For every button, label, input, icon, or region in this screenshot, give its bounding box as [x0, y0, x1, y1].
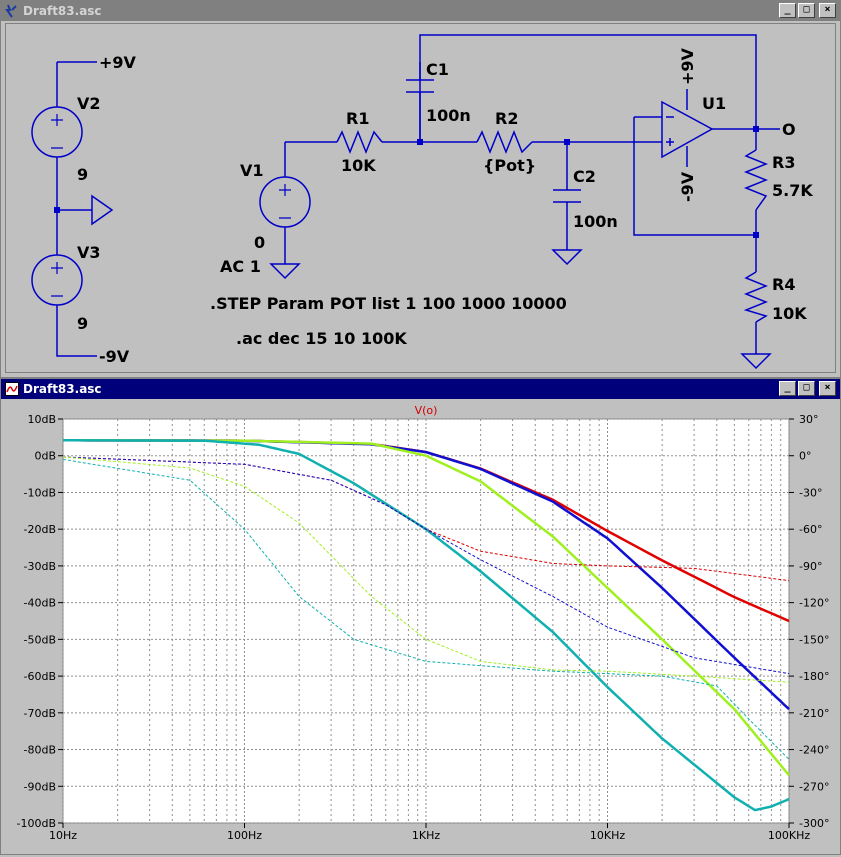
label-u1-pos: +9V [678, 47, 697, 85]
y-tick-label: -80dB [24, 744, 57, 757]
minimize-button[interactable]: _ [779, 381, 796, 396]
plot-pane[interactable]: 10dB 30° 0dB 0° -10dB -30° -20dB -60° -30dB -90° -… [5, 401, 836, 852]
x-tick-label: 100KHz [768, 829, 810, 842]
ac-directive[interactable]: .ac dec 15 10 100K [236, 329, 407, 348]
phase-trace-6 [62, 456, 790, 683]
y2-tick-label: -60° [799, 523, 822, 536]
y2-tick-label: 30° [799, 413, 819, 426]
label-v1-dc: 0 [254, 233, 265, 252]
y2-tick-label: 0° [799, 450, 812, 463]
y2-tick-label: -90° [799, 560, 822, 573]
y2-tick-label: -210° [799, 707, 829, 720]
magnitude-trace-2 [63, 439, 790, 777]
schematic-title: Draft83.asc [23, 4, 102, 18]
schematic-drawing: +9V V2 9 V3 9 -9V V1 0 AC 1 R1 10K C1 10… [31, 34, 813, 370]
label-v3-bot: -9V [99, 347, 130, 366]
label-out: O [782, 120, 796, 139]
close-button[interactable]: × [819, 3, 836, 18]
maximize-button[interactable]: □ [798, 381, 815, 396]
label-r4: R4 [772, 275, 795, 294]
y2-tick-label: -270° [799, 780, 829, 793]
y-tick-label: 10dB [27, 413, 56, 426]
phase-trace-5 [62, 456, 790, 675]
y2-tick-label: -180° [799, 670, 829, 683]
label-v3: V3 [77, 243, 101, 262]
label-v2: V2 [77, 94, 101, 113]
label-r2-val: {Pot} [483, 156, 536, 175]
y-tick-label: -90dB [24, 780, 57, 793]
y-tick-label: -50dB [24, 633, 57, 646]
bode-chart[interactable]: 10dB 30° 0dB 0° -10dB -30° -20dB -60° -30dB -90° -… [5, 401, 838, 853]
label-r3-val: 5.7K [772, 181, 813, 200]
x-tick-label: 1KHz [412, 829, 440, 842]
label-r4-val: 10K [772, 304, 807, 323]
plot-window-buttons: _ □ × [779, 381, 836, 396]
y2-tick-label: -150° [799, 633, 829, 646]
magnitude-trace-3 [63, 439, 790, 812]
schematic-window-buttons: _ □ × [779, 3, 836, 18]
label-u1-neg: -9V [678, 171, 697, 202]
y-tick-label: -40dB [24, 597, 57, 610]
y-tick-label: -30dB [24, 560, 57, 573]
label-c1-val: 100n [426, 106, 471, 125]
maximize-button[interactable]: □ [798, 3, 815, 18]
plot-titlebar[interactable]: Draft83.asc _ □ × [1, 379, 840, 399]
label-v1-ac: AC 1 [220, 257, 261, 276]
schematic-titlebar[interactable]: Draft83.asc _ □ × [1, 1, 840, 21]
label-v2-top: +9V [99, 53, 137, 72]
label-c2: C2 [573, 167, 596, 186]
minimize-button[interactable]: _ [779, 3, 796, 18]
label-r1: R1 [346, 109, 369, 128]
y-tick-label: -100dB [17, 817, 57, 830]
close-button[interactable]: × [819, 381, 836, 396]
label-v3-val: 9 [77, 314, 88, 333]
label-c2-val: 100n [573, 212, 618, 231]
y2-tick-label: -240° [799, 744, 829, 757]
step-directive[interactable]: .STEP Param POT list 1 100 1000 10000 [210, 294, 567, 313]
x-tick-label: 10Hz [49, 829, 77, 842]
waveform-icon [5, 382, 19, 396]
y-tick-label: -60dB [24, 670, 57, 683]
y-tick-label: -10dB [24, 486, 57, 499]
label-c1: C1 [426, 60, 449, 79]
phase-trace-7 [62, 458, 790, 760]
label-r3: R3 [772, 153, 795, 172]
label-v1: V1 [240, 161, 264, 180]
label-v2-val: 9 [77, 165, 88, 184]
y-tick-label: -70dB [24, 707, 57, 720]
y2-tick-label: -120° [799, 597, 829, 610]
label-u1: U1 [702, 94, 726, 113]
plot-title: Draft83.asc [23, 382, 102, 396]
label-r1-val: 10K [341, 156, 376, 175]
y-tick-label: -20dB [24, 523, 57, 536]
label-r2: R2 [495, 109, 518, 128]
y-tick-label: 0dB [34, 450, 56, 463]
schematic-canvas[interactable]: +9V V2 9 V3 9 -9V V1 0 AC 1 R1 10K C1 10… [5, 23, 836, 373]
schematic-icon [5, 4, 17, 18]
x-tick-label: 10KHz [590, 829, 625, 842]
schematic-window: Draft83.asc _ □ × [0, 0, 841, 378]
x-tick-label: 100Hz [227, 829, 262, 842]
chart-title: V(o) [415, 404, 438, 417]
plot-window: Draft83.asc _ □ × 10dB 30° 0dB 0° -10dB -30° -… [0, 378, 841, 855]
y2-tick-label: -30° [799, 486, 822, 499]
y2-tick-label: -300° [799, 817, 829, 830]
